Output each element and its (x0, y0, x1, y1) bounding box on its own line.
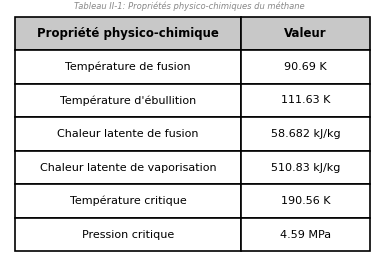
Text: Chaleur latente de fusion: Chaleur latente de fusion (57, 129, 199, 139)
Text: 190.56 K: 190.56 K (281, 196, 330, 206)
Bar (15, 50, 241, 84)
Text: Pression critique: Pression critique (82, 230, 174, 240)
Text: Tableau II-1: Propriétés physico-chimiques du méthane: Tableau II-1: Propriétés physico-chimiqu… (74, 1, 304, 11)
Bar (15, 184, 241, 218)
Bar (15, 151, 241, 184)
Text: 111.63 K: 111.63 K (281, 96, 330, 105)
Bar (15, 84, 241, 117)
Bar (15, 117, 241, 151)
Bar (241, 50, 370, 84)
Text: Température critique: Température critique (70, 196, 186, 206)
Bar (15, 17, 241, 50)
Bar (241, 184, 370, 218)
Text: 510.83 kJ/kg: 510.83 kJ/kg (271, 163, 340, 172)
Bar (241, 218, 370, 251)
Text: 4.59 MPa: 4.59 MPa (280, 230, 331, 240)
Text: Température de fusion: Température de fusion (65, 62, 191, 72)
Bar (15, 218, 241, 251)
Text: 90.69 K: 90.69 K (284, 62, 327, 72)
Text: Chaleur latente de vaporisation: Chaleur latente de vaporisation (40, 163, 216, 172)
Bar (241, 151, 370, 184)
Text: 58.682 kJ/kg: 58.682 kJ/kg (271, 129, 341, 139)
Bar (241, 17, 370, 50)
Text: Propriété physico-chimique: Propriété physico-chimique (37, 27, 219, 40)
Text: Température d'ébullition: Température d'ébullition (60, 95, 196, 106)
Bar (241, 84, 370, 117)
Text: Valeur: Valeur (284, 27, 327, 40)
Bar (241, 117, 370, 151)
